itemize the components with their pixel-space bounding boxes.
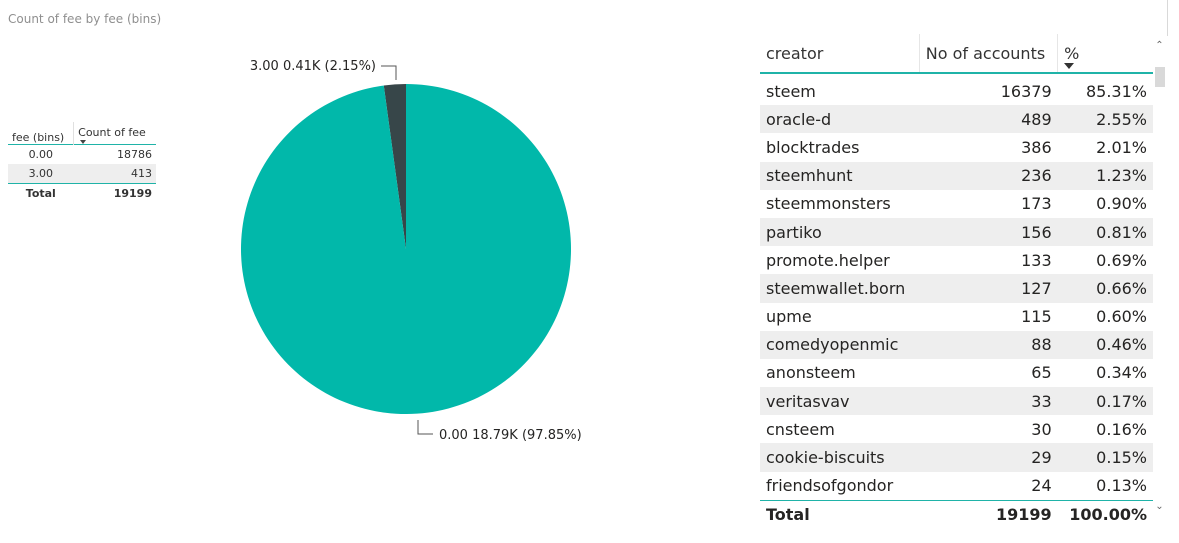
percent-cell: 0.66%: [1057, 274, 1153, 303]
table-row: veritasvav 33 0.17%: [760, 387, 1153, 416]
creator-cell: steem: [766, 81, 816, 101]
table-row: oracle-d 489 2.55%: [760, 105, 1153, 134]
total-label: Total: [8, 183, 74, 203]
table-row: anonsteem 65 0.34%: [760, 359, 1153, 387]
table-row: steem 16379 85.31%: [760, 73, 1153, 105]
fee-bins-header[interactable]: fee (bins): [12, 131, 65, 144]
table-row: promote.helper 133 0.69%: [760, 246, 1153, 274]
pie-slice-0-00[interactable]: [240, 84, 571, 414]
creator-cell: upme: [766, 307, 812, 327]
table-row: upme 115 0.60%: [760, 303, 1153, 331]
count-of-fee-header-label: Count of fee: [78, 126, 146, 139]
accounts-cell: 29: [919, 443, 1058, 472]
percent-cell: 0.17%: [1057, 387, 1153, 416]
total-accounts: 19199: [919, 499, 1058, 529]
accounts-cell: 24: [1031, 476, 1052, 496]
accounts-cell: 88: [919, 330, 1058, 359]
accounts-cell: 16379: [1000, 81, 1052, 101]
sort-desc-icon: [80, 140, 87, 144]
creator-cell: steemmonsters: [766, 194, 891, 214]
creator-cell: anonsteem: [766, 363, 856, 383]
percent-header-label: %: [1064, 43, 1080, 63]
percent-cell: 2.55%: [1057, 105, 1153, 134]
table-total-row: Total 19199: [8, 183, 156, 203]
accounts-cell: 236: [919, 161, 1058, 190]
fee-bin-cell: 0.00: [28, 148, 54, 161]
accounts-cell: 173: [1021, 194, 1052, 214]
count-cell: 413: [73, 164, 156, 184]
percent-cell: 0.90%: [1096, 194, 1147, 214]
creator-cell: cnsteem: [766, 419, 835, 439]
creator-cell: partiko: [760, 217, 920, 247]
accounts-cell: 127: [919, 274, 1058, 303]
table-total-row: Total 19199 100.00%: [760, 499, 1153, 529]
accounts-cell: 489: [919, 105, 1058, 134]
table-row: cnsteem 30 0.16%: [760, 415, 1153, 443]
percent-cell: 0.16%: [1096, 419, 1147, 439]
table-row: 3.00 413: [8, 164, 156, 184]
table-row: blocktrades 386 2.01%: [760, 133, 1153, 161]
total-percent: 100.00%: [1057, 499, 1153, 529]
table-row: cookie-biscuits 29 0.15%: [760, 443, 1153, 472]
table-row: steemwallet.born 127 0.66%: [760, 274, 1153, 303]
scroll-up-icon[interactable]: ⌃: [1155, 40, 1164, 51]
count-cell: 18786: [117, 148, 152, 161]
table-row: partiko 156 0.81%: [760, 217, 1153, 247]
percent-cell: 0.60%: [1096, 307, 1147, 327]
percent-cell: 0.13%: [1096, 476, 1147, 496]
scroll-down-icon[interactable]: ⌄: [1155, 501, 1164, 512]
percent-cell: 0.81%: [1057, 217, 1153, 247]
percent-cell: 0.15%: [1057, 443, 1153, 472]
count-of-fee-header[interactable]: Count of fee: [73, 122, 156, 145]
accounts-cell: 33: [919, 387, 1058, 416]
fee-bin-cell: 3.00: [8, 164, 74, 184]
pie-chart: 3.00 0.41K (2.15%) 0.00 18.79K (97.85%): [240, 59, 582, 443]
table-row: comedyopenmic 88 0.46%: [760, 330, 1153, 359]
creator-cell: steemwallet.born: [760, 274, 920, 303]
percent-cell: 2.01%: [1096, 137, 1147, 157]
creator-table-container: creator No of accounts % steem 16379 85.31…: [760, 34, 1153, 529]
creator-cell: veritasvav: [760, 387, 920, 416]
accounts-cell: 65: [1031, 363, 1052, 383]
table-row: steemmonsters 173 0.90%: [760, 190, 1153, 218]
chart-title: Count of fee by fee (bins): [8, 12, 162, 26]
creator-cell: comedyopenmic: [760, 330, 920, 359]
leader-line-small: [381, 65, 397, 80]
table-row: steemhunt 236 1.23%: [760, 161, 1153, 190]
accounts-cell: 115: [1021, 307, 1052, 327]
pie-slice-3-00[interactable]: [383, 84, 406, 249]
data-label-small: 3.00 0.41K (2.15%): [250, 59, 376, 74]
creator-cell: cookie-biscuits: [760, 443, 920, 472]
data-label-large: 0.00 18.79K (97.85%): [439, 428, 582, 443]
table-scrollbar[interactable]: ⌃ ⌄: [1153, 40, 1166, 512]
accounts-cell: 156: [919, 217, 1058, 247]
percent-cell: 85.31%: [1085, 81, 1147, 101]
percent-cell: 0.34%: [1096, 363, 1147, 383]
visual-border: [1167, 0, 1168, 36]
percent-cell: 1.23%: [1057, 161, 1153, 190]
leader-line-large: [417, 420, 433, 435]
percent-cell: 0.46%: [1057, 330, 1153, 359]
table-row: friendsofgondor 24 0.13%: [760, 472, 1153, 501]
accounts-cell: 133: [1021, 250, 1052, 270]
creator-cell: blocktrades: [766, 137, 860, 157]
creator-header[interactable]: creator: [766, 43, 824, 63]
scroll-thumb[interactable]: [1155, 67, 1165, 87]
table-row: 0.00 18786: [8, 145, 156, 165]
percent-cell: 0.69%: [1096, 250, 1147, 270]
accounts-cell: 386: [1021, 137, 1052, 157]
sort-desc-icon: [1064, 63, 1075, 69]
creator-cell: oracle-d: [760, 105, 920, 134]
creator-table: creator No of accounts % steem 16379 85.31…: [760, 34, 1153, 529]
fee-bins-table: fee (bins) Count of fee 0.00 18786 3.00 …: [8, 122, 156, 203]
no-of-accounts-header[interactable]: No of accounts: [918, 34, 1058, 73]
creator-cell: friendsofgondor: [766, 476, 894, 496]
total-label: Total: [760, 499, 920, 529]
accounts-cell: 30: [1031, 419, 1052, 439]
creator-cell: promote.helper: [766, 250, 890, 270]
total-value: 19199: [73, 183, 156, 203]
percent-header[interactable]: %: [1057, 34, 1153, 73]
creator-cell: steemhunt: [760, 161, 920, 190]
